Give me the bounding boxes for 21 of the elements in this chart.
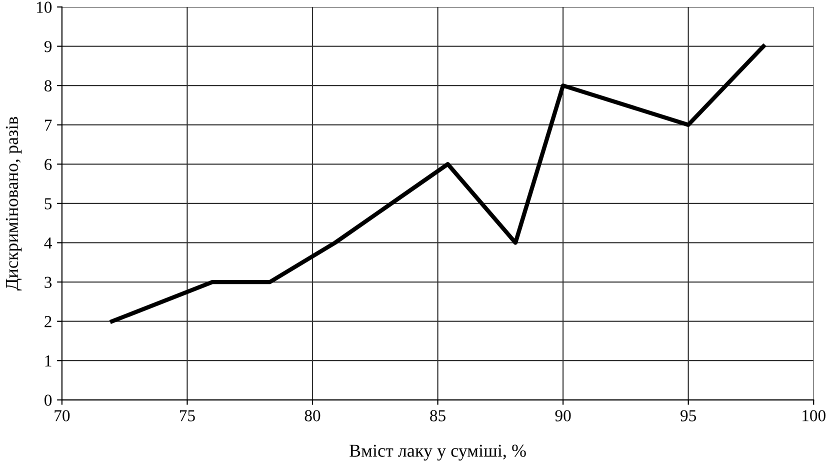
y-tick-label: 5 [44,198,52,210]
y-tick-label: 10 [37,2,52,13]
x-tick-label: 70 [54,410,70,422]
x-tick-label: 95 [680,410,696,422]
y-tick-label: 3 [44,276,52,288]
x-tick-label: 85 [430,410,446,422]
y-tick-label: 2 [44,316,52,328]
y-tick-label: 8 [44,80,52,92]
x-tick-label: 75 [180,410,195,422]
x-axis-title: Вміст лаку у суміші, % [350,444,526,461]
y-tick-label: 9 [44,41,52,52]
y-tick-label: 0 [44,394,52,406]
y-tick-label: 7 [44,120,52,131]
x-tick-label: 100 [802,410,826,422]
y-axis-title: Дискриміновано, разів [6,116,22,290]
line-series [110,44,766,324]
x-tick-label: 90 [555,410,571,422]
x-tick-label: 80 [304,410,320,422]
y-tick-label: 1 [45,355,52,366]
y-tick-label: 6 [44,158,52,170]
y-tick-label: 4 [44,238,52,249]
